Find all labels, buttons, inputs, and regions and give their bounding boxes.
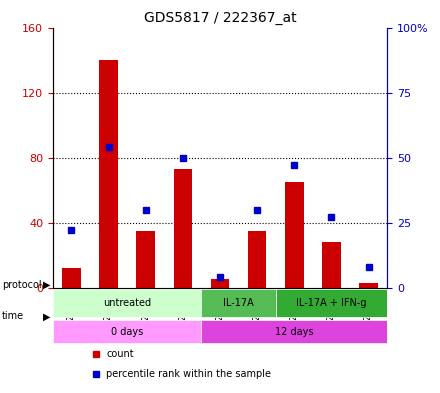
- Text: 12 days: 12 days: [275, 327, 314, 337]
- Text: time: time: [2, 311, 24, 321]
- Text: GSM1283280: GSM1283280: [290, 290, 299, 341]
- Bar: [202, 320, 387, 343]
- Title: GDS5817 / 222367_at: GDS5817 / 222367_at: [144, 11, 296, 25]
- Bar: [248, 231, 267, 288]
- Bar: [211, 279, 229, 288]
- Bar: [322, 242, 341, 288]
- Bar: [136, 231, 155, 288]
- Text: GSM1283278: GSM1283278: [216, 290, 224, 341]
- Text: ▶: ▶: [43, 280, 51, 290]
- Text: IL-17A: IL-17A: [223, 298, 254, 308]
- Bar: [53, 320, 202, 343]
- Text: GSM1283276: GSM1283276: [141, 290, 150, 341]
- Bar: [202, 289, 276, 317]
- Bar: [276, 289, 387, 317]
- Bar: [359, 283, 378, 288]
- Bar: [285, 182, 304, 288]
- Text: GSM1283281: GSM1283281: [327, 290, 336, 341]
- Text: ▶: ▶: [43, 311, 51, 321]
- Text: untreated: untreated: [103, 298, 151, 308]
- Text: GSM1283279: GSM1283279: [253, 290, 262, 341]
- Bar: [99, 60, 118, 288]
- Text: GSM1283282: GSM1283282: [364, 290, 373, 341]
- Bar: [173, 169, 192, 288]
- Bar: [53, 289, 202, 317]
- Text: 0 days: 0 days: [111, 327, 143, 337]
- Text: percentile rank within the sample: percentile rank within the sample: [106, 369, 271, 379]
- Text: protocol: protocol: [2, 280, 42, 290]
- Text: GSM1283274: GSM1283274: [67, 290, 76, 341]
- Text: GSM1283277: GSM1283277: [178, 290, 187, 341]
- Text: GSM1283275: GSM1283275: [104, 290, 113, 341]
- Bar: [62, 268, 81, 288]
- Text: count: count: [106, 349, 134, 359]
- Text: IL-17A + IFN-g: IL-17A + IFN-g: [296, 298, 367, 308]
